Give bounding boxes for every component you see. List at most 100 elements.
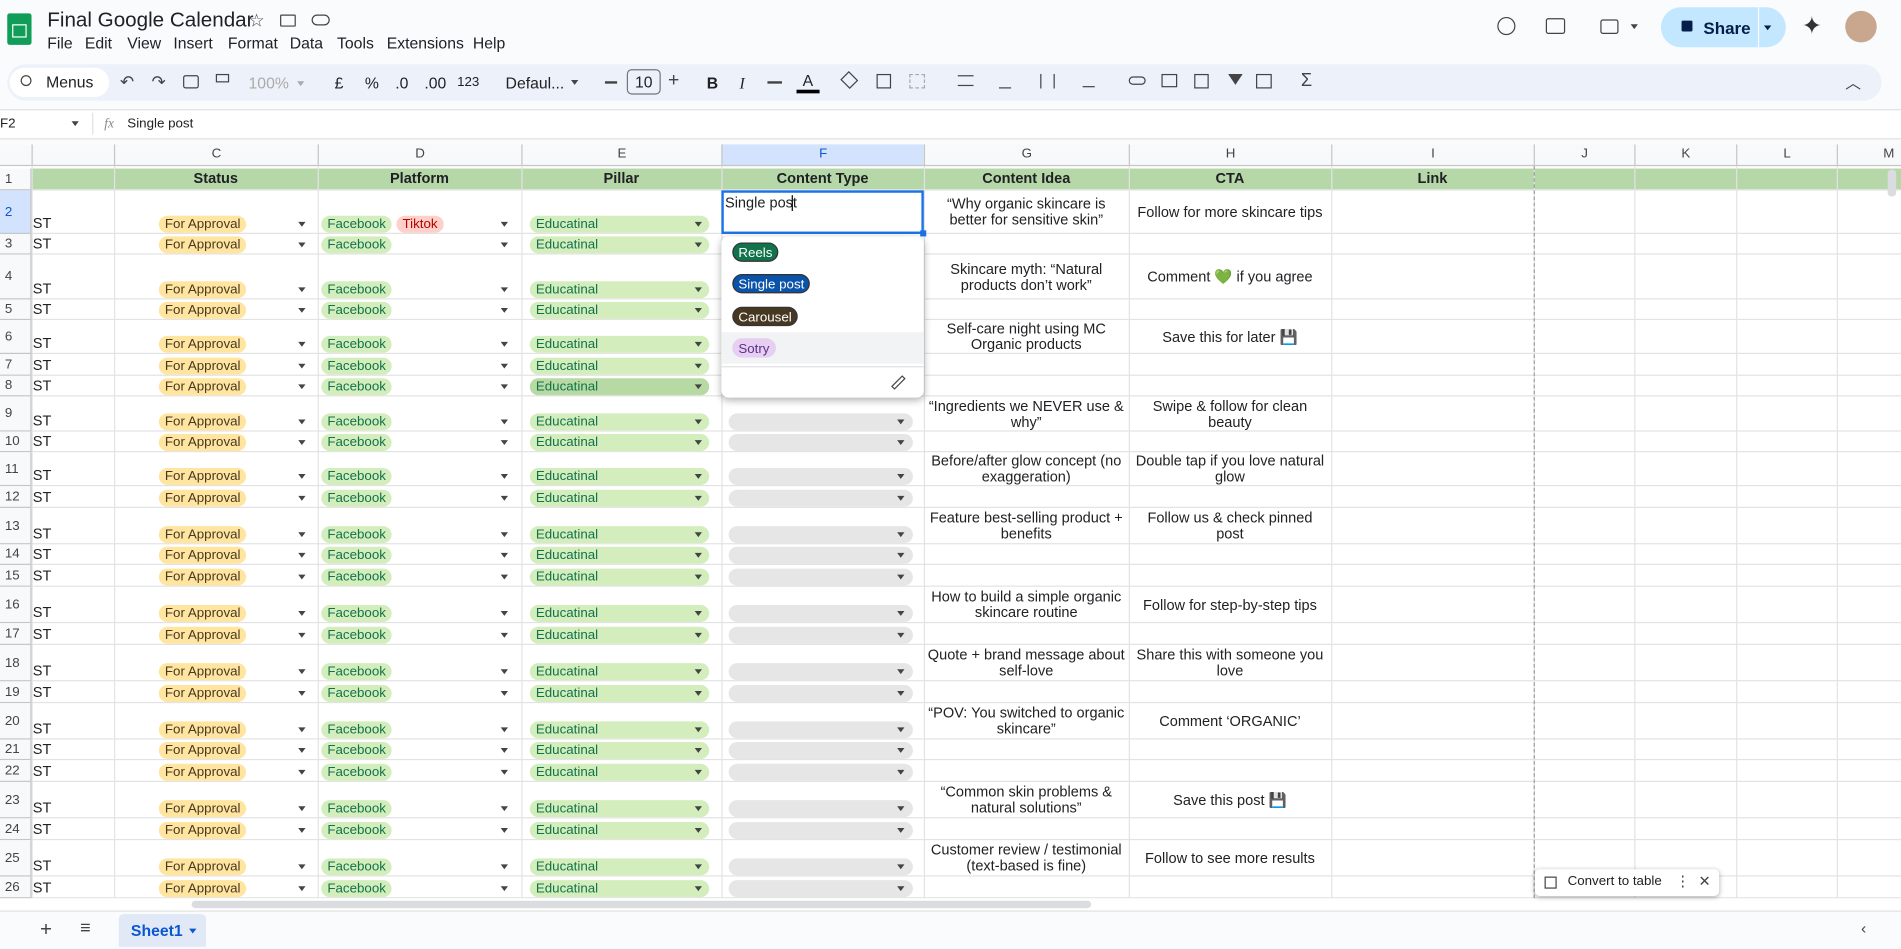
cell-text[interactable]: ST: [32, 412, 52, 430]
dropdown-arrow[interactable]: [694, 769, 702, 775]
pillar-chip[interactable]: Educatinal: [529, 301, 710, 319]
status-chip[interactable]: For Approval: [158, 568, 247, 586]
zoom[interactable]: 100%: [248, 73, 289, 93]
header-cell[interactable]: Content Type: [776, 169, 869, 187]
platform-chip[interactable]: Facebook: [321, 741, 392, 759]
dropdown-arrow[interactable]: [694, 691, 702, 696]
pillar-chip[interactable]: Educatinal: [529, 281, 710, 299]
dropdown-arrow[interactable]: [694, 669, 702, 675]
dropdown-arrow[interactable]: [500, 806, 508, 812]
dropdown-arrow[interactable]: [500, 363, 508, 369]
pillar-chip[interactable]: Educatinal: [529, 236, 710, 254]
dropdown-arrow[interactable]: [694, 886, 702, 892]
row-header[interactable]: 2: [0, 190, 32, 234]
dropdown-arrow[interactable]: [500, 691, 508, 696]
row-header[interactable]: 18: [0, 644, 32, 682]
dropdown-arrow[interactable]: [897, 474, 905, 479]
dropdown-option[interactable]: Sotry: [721, 332, 924, 364]
decrease-decimal[interactable]: .0: [395, 73, 409, 93]
content-type-chip[interactable]: [728, 604, 913, 622]
collapse-toolbar[interactable]: ︿: [1845, 73, 1862, 93]
dropdown-arrow[interactable]: [897, 864, 905, 870]
row-header[interactable]: 24: [0, 818, 32, 841]
status-chip[interactable]: For Approval: [158, 821, 247, 839]
option-chip[interactable]: Single post: [732, 274, 811, 294]
row-header[interactable]: 19: [0, 681, 32, 704]
content-type-chip[interactable]: [728, 858, 913, 876]
cta-text[interactable]: Comment ‘ORGANIC’: [1159, 712, 1301, 730]
zoom-arrow[interactable]: [297, 81, 305, 87]
dropdown-arrow[interactable]: [694, 611, 702, 616]
cell-text[interactable]: ST: [32, 356, 52, 374]
column-header[interactable]: K: [1634, 144, 1737, 167]
dropdown-arrow[interactable]: [298, 727, 306, 733]
active-cell-editor[interactable]: Single post: [721, 190, 924, 234]
column-header[interactable]: H: [1128, 144, 1332, 167]
status-chip[interactable]: For Approval: [158, 413, 247, 431]
status-chip[interactable]: For Approval: [158, 763, 247, 781]
editor-text[interactable]: Single post: [724, 193, 797, 211]
row-header[interactable]: 16: [0, 586, 32, 624]
dropdown-arrow[interactable]: [298, 495, 306, 501]
font-size-box[interactable]: 10: [626, 69, 661, 95]
history-icon[interactable]: [1497, 16, 1516, 36]
dropdown-arrow[interactable]: [897, 632, 905, 638]
platform-chip[interactable]: Facebook: [321, 721, 392, 739]
dropdown-arrow[interactable]: [500, 669, 508, 675]
font-arrow[interactable]: [571, 80, 579, 85]
formula-content[interactable]: Single post: [127, 116, 194, 131]
row-header[interactable]: 8: [0, 375, 32, 397]
pillar-chip[interactable]: Educatinal: [529, 413, 710, 431]
platform-chip[interactable]: Facebook: [321, 215, 392, 233]
status-chip[interactable]: For Approval: [158, 236, 247, 254]
row-header[interactable]: 17: [0, 623, 32, 645]
meet-icon[interactable]: [1600, 19, 1619, 34]
cta-text[interactable]: Double tap if you love natural glow: [1135, 452, 1325, 485]
redo-icon[interactable]: ↷: [151, 71, 166, 91]
header-cell[interactable]: Pillar: [603, 169, 640, 187]
platform-chip[interactable]: Facebook: [321, 281, 392, 299]
cell-text[interactable]: ST: [32, 334, 52, 352]
pillar-chip[interactable]: Educatinal: [529, 663, 710, 681]
status-chip[interactable]: For Approval: [158, 489, 247, 507]
dropdown-arrow[interactable]: [500, 864, 508, 870]
platform-chip[interactable]: Facebook: [321, 526, 392, 544]
dropdown-arrow[interactable]: [694, 828, 702, 833]
dropdown-arrow[interactable]: [500, 769, 508, 775]
cloud-icon[interactable]: [311, 14, 330, 26]
platform-chip[interactable]: Facebook: [321, 301, 392, 319]
pillar-chip[interactable]: Educatinal: [529, 800, 710, 818]
all-sheets[interactable]: ≡: [80, 917, 91, 939]
convert-to-table-chip[interactable]: Convert to table ⋮ ✕: [1534, 869, 1720, 896]
dropdown-arrow[interactable]: [694, 474, 702, 479]
percent-format[interactable]: %: [364, 73, 379, 93]
dropdown-arrow[interactable]: [897, 769, 905, 775]
menu-item[interactable]: Tools: [337, 33, 374, 53]
dropdown-arrow[interactable]: [500, 474, 508, 479]
cell-text[interactable]: ST: [32, 683, 52, 701]
dropdown-arrow[interactable]: [694, 307, 702, 313]
pillar-chip[interactable]: Educatinal: [529, 489, 710, 507]
pillar-chip[interactable]: Educatinal: [529, 821, 710, 839]
dropdown-arrow[interactable]: [298, 221, 306, 227]
cell-text[interactable]: ST: [32, 603, 52, 621]
font-size-plus[interactable]: +: [668, 70, 680, 91]
status-chip[interactable]: For Approval: [158, 301, 247, 319]
menu-item[interactable]: Insert: [173, 33, 213, 53]
dropdown-arrow[interactable]: [694, 574, 702, 580]
comments-icon[interactable]: [1545, 18, 1566, 34]
pillar-chip[interactable]: Educatinal: [529, 604, 710, 622]
option-chip[interactable]: Reels: [732, 242, 779, 262]
content-type-chip[interactable]: [728, 663, 913, 681]
status-chip[interactable]: For Approval: [158, 526, 247, 544]
dropdown-arrow[interactable]: [694, 864, 702, 870]
content-idea[interactable]: Self-care night using MC Organic product…: [946, 320, 1106, 353]
dropdown-arrow[interactable]: [298, 828, 306, 833]
edit-options-icon[interactable]: [891, 375, 906, 390]
row-header[interactable]: 6: [0, 320, 32, 355]
dropdown-arrow[interactable]: [500, 307, 508, 313]
cta-text[interactable]: Follow us & check pinned post: [1147, 509, 1313, 542]
pillar-chip[interactable]: Educatinal: [529, 858, 710, 876]
strike-button[interactable]: [767, 81, 782, 84]
row-header[interactable]: 21: [0, 739, 32, 761]
